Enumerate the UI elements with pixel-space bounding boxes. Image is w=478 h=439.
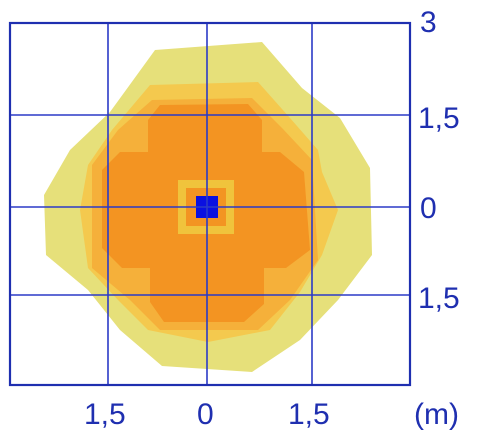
coverage-zones (44, 42, 372, 372)
x-tick-label: 0 (197, 398, 214, 431)
y-axis-labels: 3 1,5 0 1,5 (418, 6, 460, 315)
x-axis-unit: (m) (414, 398, 459, 431)
x-tick-label: 1,5 (288, 398, 330, 431)
grid (10, 23, 410, 385)
y-tick-label: 3 (420, 6, 437, 39)
plot-frame (8, 21, 412, 387)
y-tick-label: 0 (420, 192, 437, 225)
y-tick-label: 1,5 (418, 102, 460, 135)
x-axis-labels: 1,5 0 1,5 (m) (84, 398, 459, 431)
x-tick-label: 1,5 (84, 398, 126, 431)
y-tick-label: 1,5 (418, 282, 460, 315)
